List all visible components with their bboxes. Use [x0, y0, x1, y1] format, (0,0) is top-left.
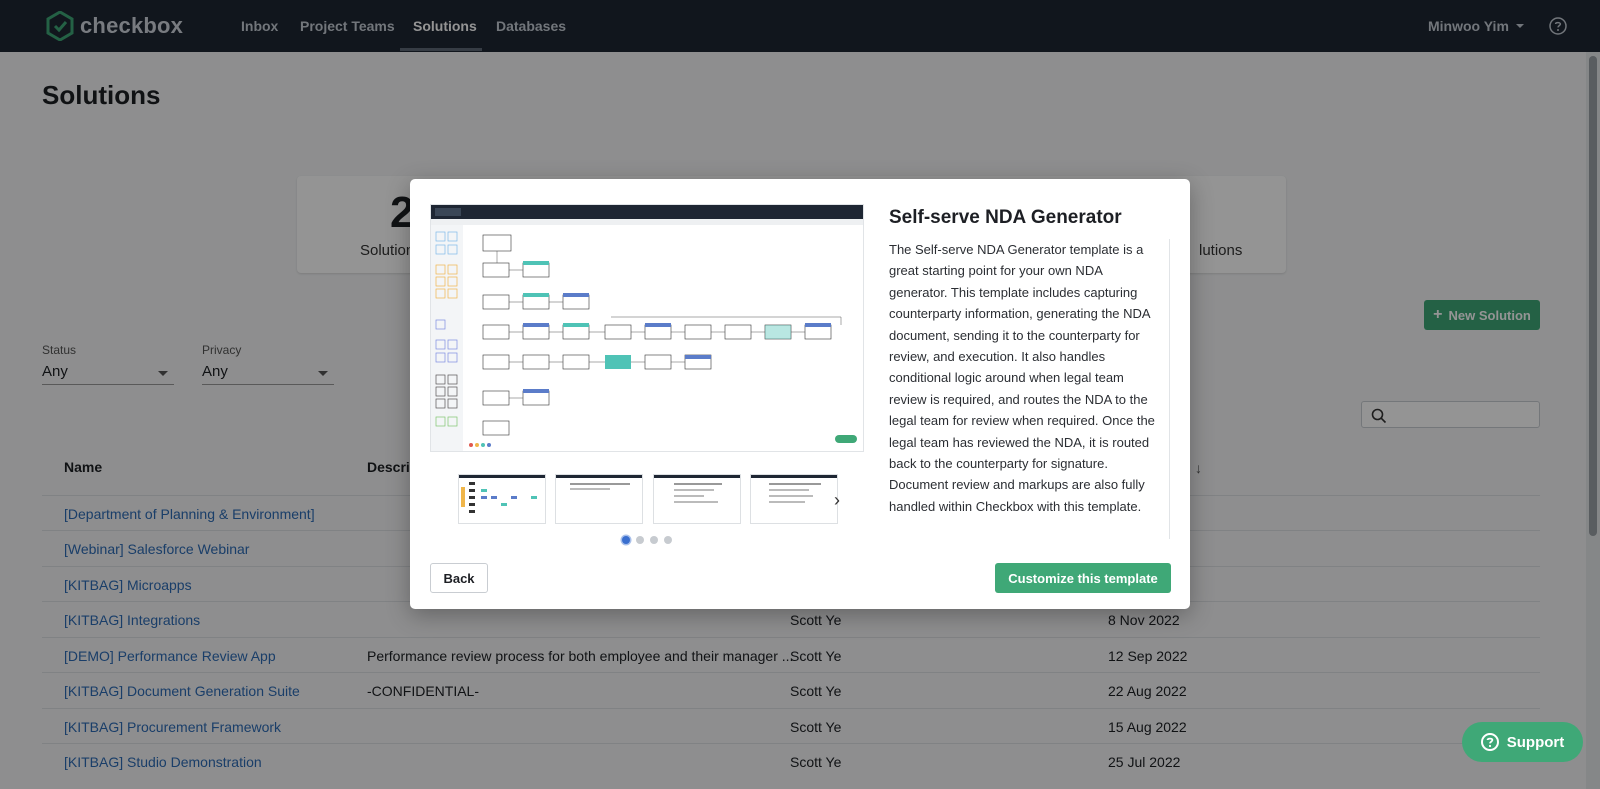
modal-description-scroll[interactable]: The Self-serve NDA Generator template is…: [889, 239, 1170, 539]
chevron-right-icon[interactable]: ›: [834, 490, 840, 510]
carousel-dot[interactable]: [650, 536, 658, 544]
privacy-filter[interactable]: Privacy Any: [202, 343, 334, 385]
modal-description: The Self-serve NDA Generator template is…: [889, 242, 1155, 514]
nav-project-teams[interactable]: Project Teams: [300, 18, 395, 34]
search-input[interactable]: [1361, 401, 1540, 428]
row-name[interactable]: [Department of Planning & Environment]: [64, 506, 315, 522]
row-owner: Scott Ye: [790, 648, 842, 664]
row-name[interactable]: [KITBAG] Procurement Framework: [64, 719, 282, 735]
plus-icon: +: [1433, 306, 1443, 323]
status-filter-label: Status: [42, 343, 77, 357]
new-solution-label: New Solution: [1448, 307, 1531, 323]
stat-label-right: lutions: [1199, 242, 1243, 259]
chevron-down-icon: [1515, 24, 1524, 28]
privacy-filter-label: Privacy: [202, 343, 242, 357]
table-row[interactable]: [KITBAG] Document Generation Suite -CONF…: [42, 672, 1540, 708]
row-description: Performance review process for both empl…: [367, 648, 794, 664]
checkbox-logo-icon: [46, 11, 74, 41]
carousel-dot[interactable]: [622, 536, 630, 544]
row-description: -CONFIDENTIAL-: [367, 683, 479, 699]
page-scrollbar-thumb[interactable]: [1589, 56, 1597, 536]
modal-title: Self-serve NDA Generator: [889, 207, 1122, 228]
carousel-dots: [622, 536, 672, 544]
support-button[interactable]: Support: [1462, 722, 1583, 762]
row-owner: Scott Ye: [790, 683, 842, 699]
row-owner: Scott Ye: [790, 719, 842, 735]
row-name[interactable]: [KITBAG] Integrations: [64, 612, 201, 628]
row-name[interactable]: [KITBAG] Document Generation Suite: [64, 683, 300, 699]
row-owner: Scott Ye: [790, 754, 842, 770]
chevron-down-icon: [158, 371, 168, 376]
row-name[interactable]: [DEMO] Performance Review App: [64, 648, 276, 664]
carousel-dot[interactable]: [664, 536, 672, 544]
nav-solutions[interactable]: Solutions: [413, 18, 477, 34]
nav-inbox[interactable]: Inbox: [241, 18, 279, 34]
status-select-value: Any: [42, 363, 68, 380]
row-date: 12 Sep 2022: [1108, 648, 1188, 664]
customize-template-button[interactable]: Customize this template: [995, 563, 1171, 593]
table-row[interactable]: [KITBAG] Procurement Framework Scott Ye …: [42, 708, 1540, 744]
col-header-description[interactable]: Descrip: [367, 459, 419, 475]
row-name[interactable]: [KITBAG] Studio Demonstration: [64, 754, 262, 770]
logo[interactable]: checkbox: [46, 11, 183, 41]
logo-text: checkbox: [80, 13, 184, 38]
carousel-dot[interactable]: [636, 536, 644, 544]
row-name[interactable]: [KITBAG] Microapps: [64, 577, 192, 593]
user-menu[interactable]: Minwoo Yim: [1428, 18, 1525, 34]
thumbnail[interactable]: [458, 474, 546, 524]
user-name: Minwoo Yim: [1428, 18, 1509, 34]
row-owner: Scott Ye: [790, 612, 842, 628]
row-name[interactable]: [Webinar] Salesforce Webinar: [64, 541, 250, 557]
status-select[interactable]: Any: [42, 363, 174, 385]
row-date: 8 Nov 2022: [1108, 612, 1180, 628]
row-date: 15 Aug 2022: [1108, 719, 1187, 735]
thumbnail[interactable]: [653, 474, 741, 524]
row-date: 25 Jul 2022: [1108, 754, 1181, 770]
template-modal: › Self-serve NDA Generator The Self-serv…: [410, 179, 1190, 609]
question-icon: [1480, 733, 1499, 751]
table-row[interactable]: [KITBAG] Studio Demonstration Scott Ye 2…: [42, 743, 1540, 779]
stat-label-solutions: Solution: [360, 242, 415, 259]
page-title: Solutions: [42, 80, 161, 110]
privacy-select-value: Any: [202, 363, 228, 380]
thumbnail[interactable]: [555, 474, 643, 524]
help-icon[interactable]: [1549, 17, 1567, 35]
privacy-select[interactable]: Any: [202, 363, 334, 385]
nav-active-indicator: [400, 48, 482, 51]
back-button[interactable]: Back: [430, 563, 488, 593]
status-filter[interactable]: Status Any: [42, 343, 174, 385]
col-header-name[interactable]: Name: [64, 459, 103, 475]
sort-down-icon[interactable]: ↓: [1195, 460, 1202, 476]
search-icon: [1371, 408, 1387, 424]
support-label: Support: [1506, 733, 1565, 751]
template-preview-image: [430, 204, 864, 452]
thumbnail[interactable]: [750, 474, 838, 524]
chevron-down-icon: [318, 371, 328, 376]
table-row[interactable]: [DEMO] Performance Review App Performanc…: [42, 637, 1540, 673]
new-solution-button[interactable]: + New Solution: [1424, 300, 1540, 330]
top-nav: checkbox Inbox Project Teams Solutions D…: [0, 0, 1600, 52]
row-date: 22 Aug 2022: [1108, 683, 1187, 699]
nav-databases[interactable]: Databases: [496, 18, 567, 34]
